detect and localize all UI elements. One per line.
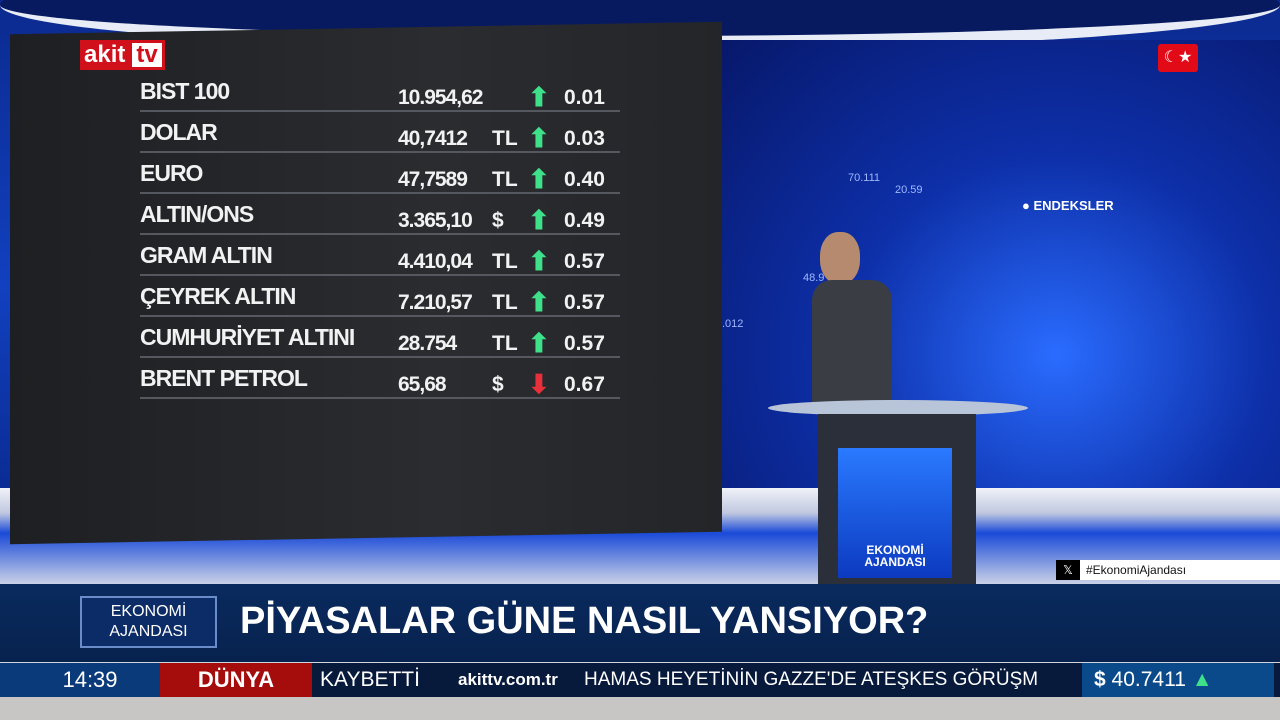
instrument-name: GRAM ALTIN: [140, 242, 273, 268]
instrument-change: 0.03: [564, 127, 605, 150]
endeksler-label: ENDEKSLER: [1033, 198, 1114, 213]
akittv-logo: akit tv: [80, 40, 165, 70]
wall-number: 20.59: [895, 184, 923, 196]
instrument-change: 0.57: [564, 332, 605, 355]
up-arrow-icon: ⬆: [528, 82, 550, 112]
bottom-bar: [0, 697, 1280, 720]
presenter: [812, 232, 892, 404]
wall-label: ● ENDEKSLER: [1022, 198, 1114, 213]
instrument-value: 65,68: [398, 373, 447, 396]
instrument-name: CUMHURİYET ALTINI: [140, 324, 355, 350]
down-arrow-icon: ⬇: [528, 369, 550, 399]
market-row: GRAM ALTIN 4.410,04 TL ⬆ 0.57: [140, 236, 620, 276]
hashtag-text: #EkonomiAjandası: [1086, 563, 1187, 577]
up-arrow-icon: ⬆: [528, 164, 550, 194]
instrument-value: 10.954,62: [398, 86, 483, 109]
up-arrow-icon: ⬆: [528, 287, 550, 317]
ticker-item: HAMAS HEYETİNİN GAZZE'DE ATEŞKES GÖRÜŞM: [584, 669, 1039, 690]
turkish-flag-icon: ☾★: [1158, 44, 1198, 72]
instrument-change: 0.01: [564, 86, 605, 109]
x-logo-icon: 𝕏: [1056, 560, 1080, 580]
instrument-name: EURO: [140, 160, 203, 186]
instrument-value: 40,7412: [398, 127, 468, 150]
desk-top: [768, 400, 1028, 416]
currency-value: 40.7411: [1111, 668, 1186, 691]
instrument-value: 4.410,04: [398, 250, 473, 273]
up-arrow-icon: ⬆: [528, 246, 550, 276]
dollar-icon: $: [1094, 668, 1106, 691]
market-row: BRENT PETROL 65,68 $ ⬇ 0.67: [140, 359, 620, 399]
market-row: BIST 100 10.954,62 ⬆ 0.01: [140, 72, 620, 112]
instrument-value: 28.754: [398, 332, 457, 355]
currency-ticker: $ 40.7411 ▲: [1082, 663, 1274, 697]
headline: PİYASALAR GÜNE NASIL YANSIYOR?: [240, 600, 929, 642]
instrument-unit: $: [492, 209, 504, 232]
instrument-change: 0.67: [564, 373, 605, 396]
wall-number: 48.9: [803, 272, 825, 284]
desk-logo: EKONOMİ AJANDASI: [838, 448, 952, 578]
market-row: DOLAR 40,7412 TL ⬆ 0.03: [140, 113, 620, 153]
wall-number: 70.111: [848, 172, 881, 184]
clock: 14:39: [0, 663, 160, 697]
instrument-name: ÇEYREK ALTIN: [140, 283, 296, 309]
hashtag-bar: 𝕏 #EkonomiAjandası: [1056, 560, 1280, 580]
market-row: ÇEYREK ALTIN 7.210,57 TL ⬆ 0.57: [140, 277, 620, 317]
wall-number: .012: [722, 318, 744, 330]
instrument-value: 3.365,10: [398, 209, 473, 232]
instrument-change: 0.49: [564, 209, 605, 232]
instrument-unit: TL: [492, 250, 518, 273]
instrument-name: BRENT PETROL: [140, 365, 308, 391]
up-arrow-icon: ⬆: [528, 205, 550, 235]
instrument-name: BIST 100: [140, 78, 230, 104]
instrument-unit: $: [492, 373, 504, 396]
program-logo: EKONOMİ AJANDASI: [80, 596, 217, 648]
market-row: CUMHURİYET ALTINI 28.754 TL ⬆ 0.57: [140, 318, 620, 358]
video-wall: [720, 40, 1280, 490]
instrument-unit: TL: [492, 168, 518, 191]
instrument-value: 47,7589: [398, 168, 468, 191]
up-arrow-icon: ▲: [1191, 668, 1213, 691]
ticker-category: DÜNYA: [160, 663, 312, 697]
up-arrow-icon: ⬆: [528, 328, 550, 358]
instrument-change: 0.57: [564, 250, 605, 273]
instrument-name: DOLAR: [140, 119, 218, 145]
up-arrow-icon: ⬆: [528, 123, 550, 153]
instrument-change: 0.40: [564, 168, 605, 191]
instrument-value: 7.210,57: [398, 291, 473, 314]
instrument-change: 0.57: [564, 291, 605, 314]
market-row: ALTIN/ONS 3.365,10 $ ⬆ 0.49: [140, 195, 620, 235]
ticker-prev-item: KAYBETTİ: [320, 668, 420, 691]
ticker-site: akittv.com.tr: [458, 670, 558, 689]
instrument-unit: TL: [492, 291, 518, 314]
market-row: EURO 47,7589 TL ⬆ 0.40: [140, 154, 620, 194]
instrument-unit: TL: [492, 127, 518, 150]
instrument-name: ALTIN/ONS: [140, 201, 254, 227]
instrument-unit: TL: [492, 332, 518, 355]
